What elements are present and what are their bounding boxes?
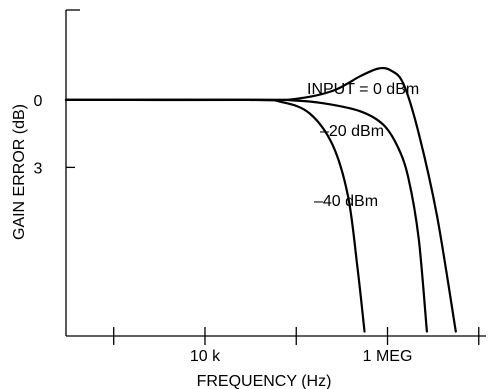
curves <box>64 66 457 333</box>
series-label-minus20dbm: –20 dBm <box>320 123 384 140</box>
x-tick-label-3: 1 MEG <box>363 348 413 365</box>
curve-0dbm <box>64 66 457 333</box>
x-axis-label: FREQUENCY (Hz) <box>197 373 332 389</box>
y-tick-label-1: 3 <box>34 160 43 177</box>
y-axis-label: GAIN ERROR (dB) <box>11 104 28 240</box>
y-tick-label-0: 0 <box>34 93 43 110</box>
axes <box>65 9 486 337</box>
x-tick-label-1: 10 k <box>190 348 221 365</box>
labels: FREQUENCY (Hz) GAIN ERROR (dB) INPUT = 0… <box>11 81 419 389</box>
series-label-minus40dbm: –40 dBm <box>314 193 378 210</box>
y-ticks: 03 <box>34 93 75 177</box>
x-ticks: 10 k 1 MEG <box>113 327 480 365</box>
curve-minus40dbm <box>64 98 366 333</box>
series-label-0dbm: INPUT = 0 dBm <box>307 81 419 98</box>
